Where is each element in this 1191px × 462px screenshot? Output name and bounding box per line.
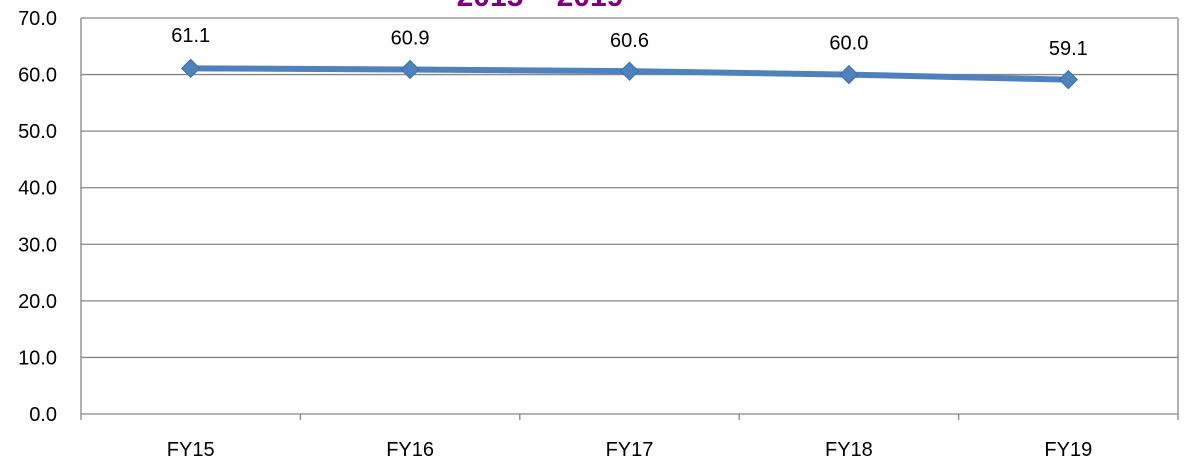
data-point-marker (180, 58, 201, 79)
data-point-marker (619, 61, 640, 81)
y-tick-label: 70.0 (18, 8, 57, 30)
x-tick-label: FY19 (1044, 439, 1092, 461)
axes (80, 18, 1179, 420)
data-point-marker (400, 59, 420, 80)
y-tick-label: 0.0 (29, 404, 57, 426)
y-tick-label: 40.0 (18, 178, 57, 200)
x-tick-label: FY15 (167, 439, 215, 461)
series (180, 58, 1079, 90)
y-tick-label: 10.0 (18, 347, 57, 369)
chart-title: 2015 – 2019 (457, 0, 624, 13)
y-tick-label: 30.0 (18, 234, 57, 256)
data-labels: 61.1 60.9 60.6 60.0 59.1 (171, 25, 1088, 60)
x-tick-labels: FY15 FY16 FY17 FY18 FY19 (167, 439, 1092, 461)
y-tick-labels: 0.0 10.0 20.0 30.0 40.0 50.0 60.0 70.0 (18, 8, 57, 426)
x-tick-label: FY16 (386, 439, 434, 461)
y-tick-label: 20.0 (18, 291, 57, 313)
data-label: 60.0 (829, 33, 868, 55)
y-tick-label: 50.0 (18, 121, 57, 143)
data-point-marker (839, 64, 859, 85)
data-point-marker (1058, 69, 1079, 90)
data-label: 60.6 (610, 30, 649, 52)
x-tick-label: FY18 (825, 439, 873, 461)
data-label: 60.9 (391, 28, 430, 50)
y-tick-label: 60.0 (18, 65, 57, 87)
x-tick-label: FY17 (606, 439, 654, 461)
data-label: 61.1 (171, 25, 210, 47)
data-label: 59.1 (1049, 38, 1088, 60)
